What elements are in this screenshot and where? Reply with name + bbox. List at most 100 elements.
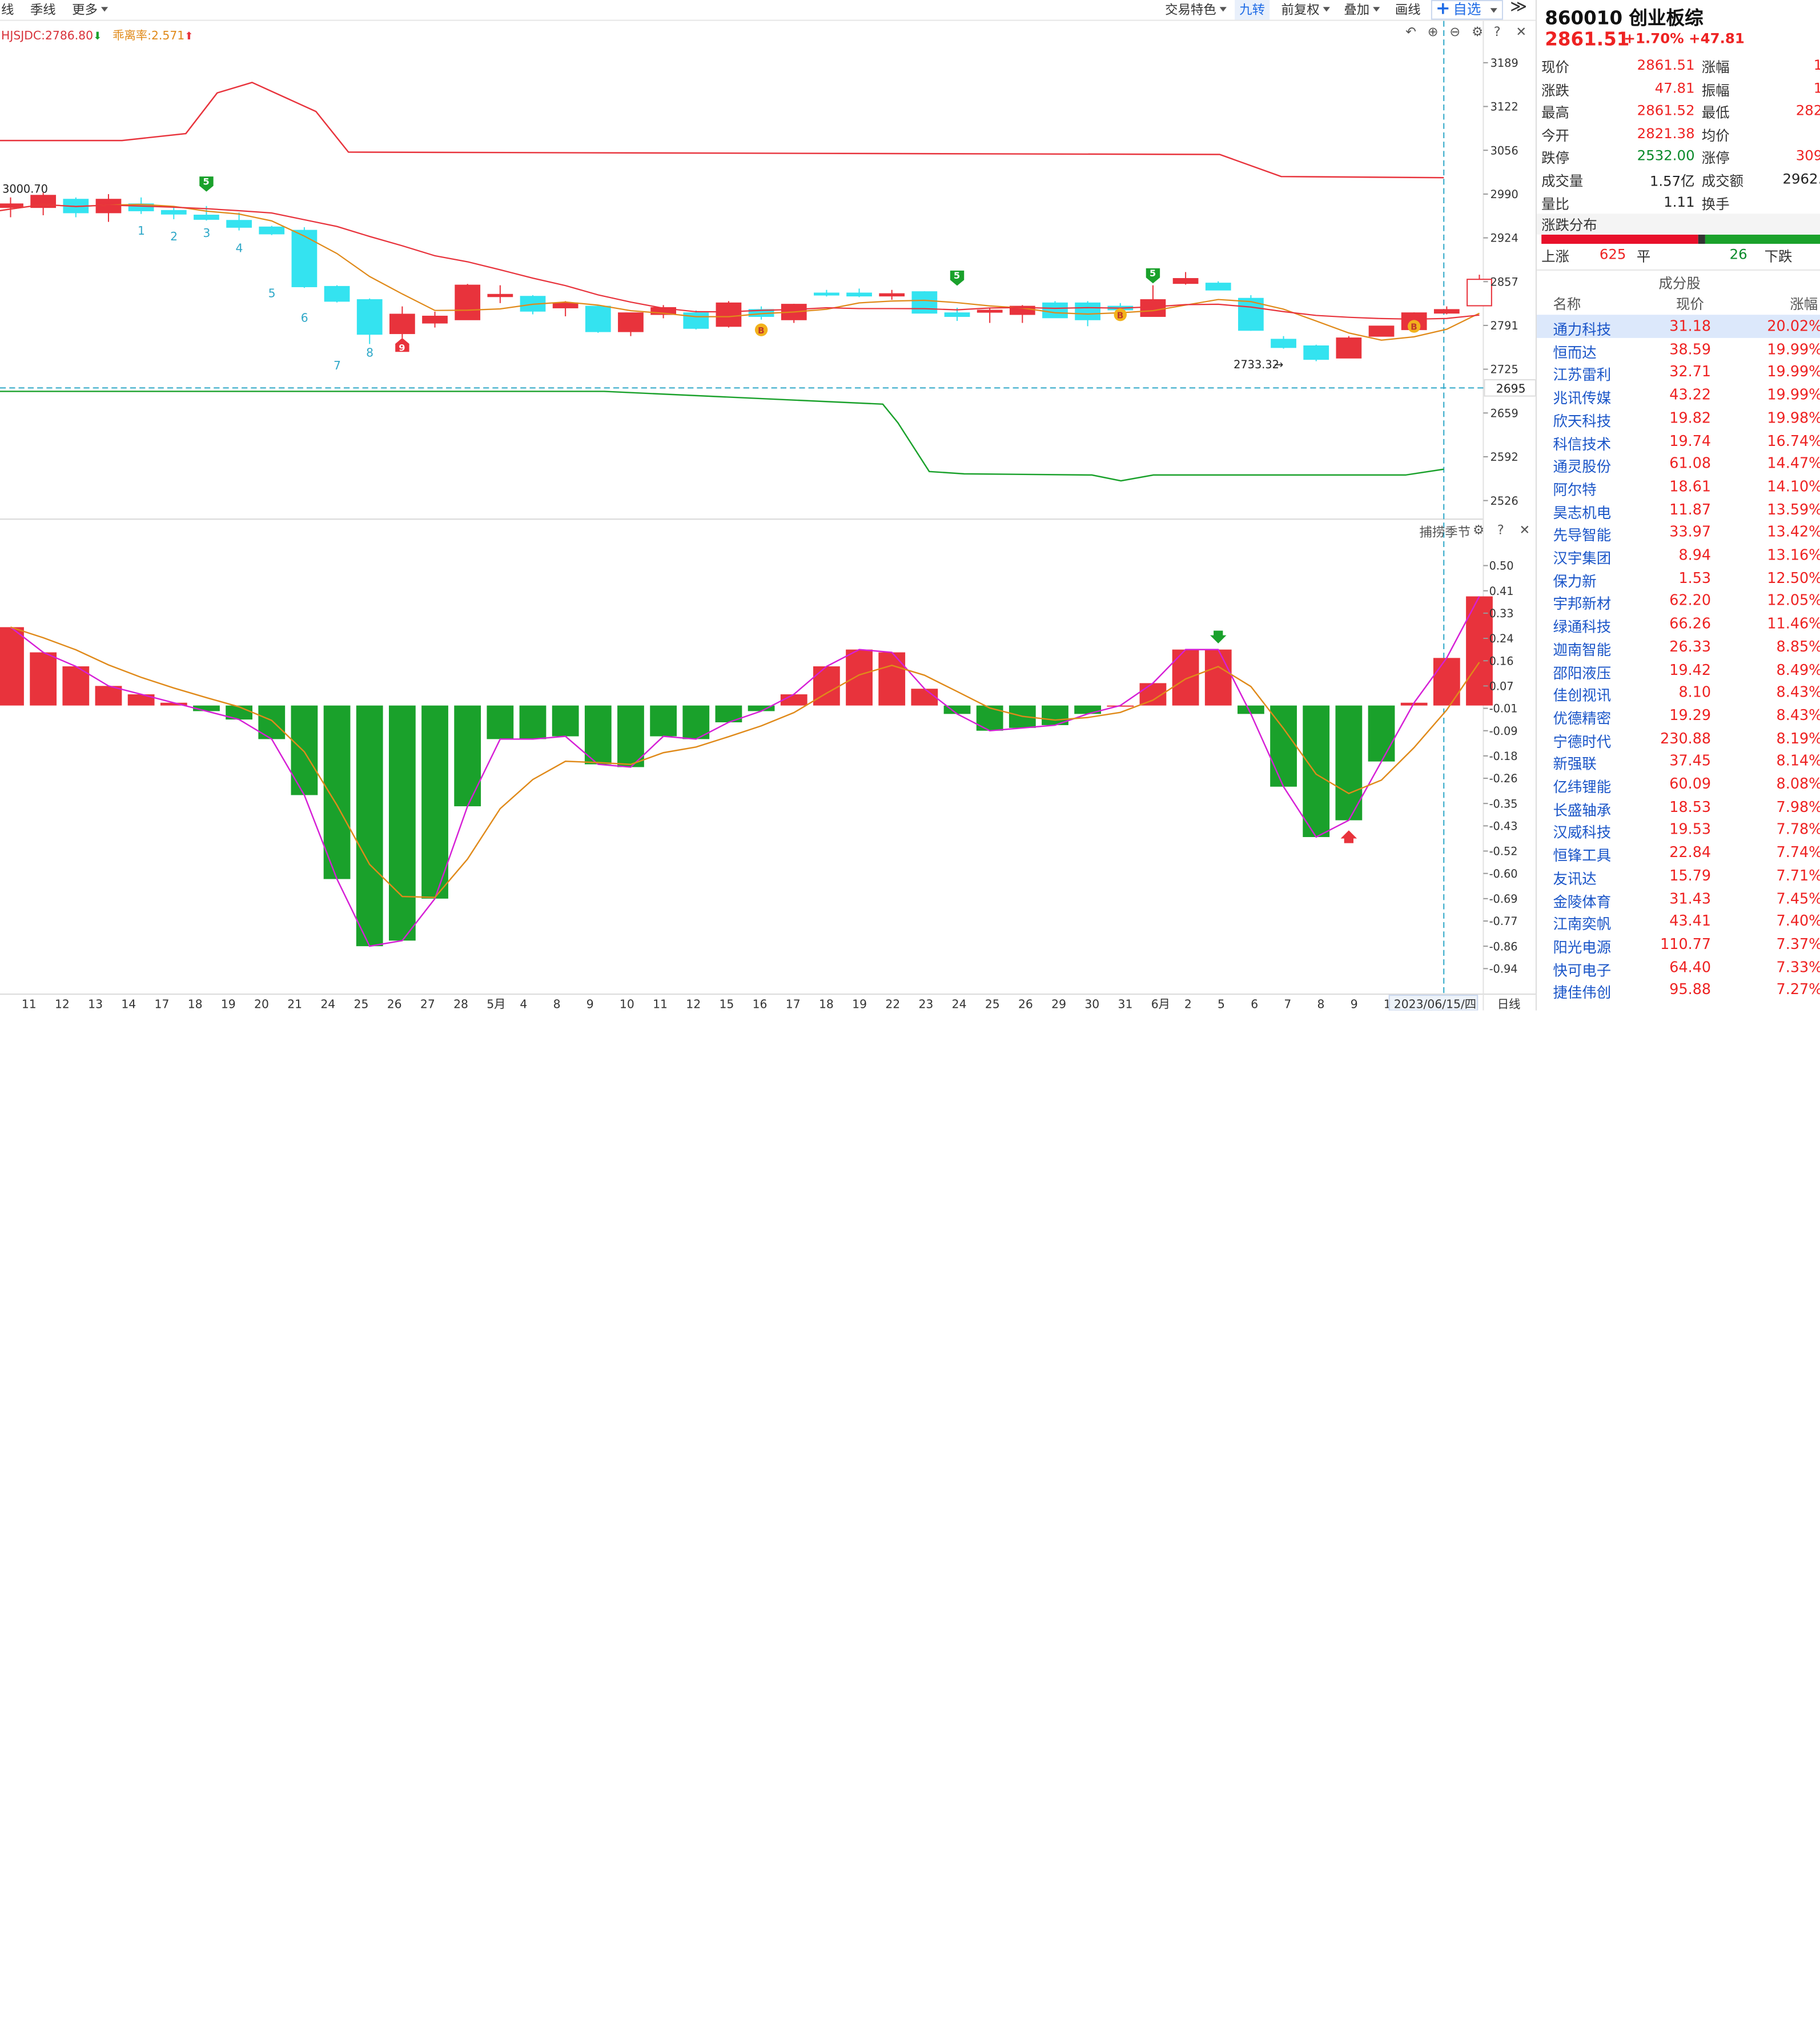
candle-body[interactable]	[1303, 345, 1329, 360]
close-icon[interactable]: ✕	[1516, 24, 1527, 40]
stock-name[interactable]: 绿通科技	[1553, 618, 1612, 636]
stock-row[interactable]: 保力新 1.53 12.50%	[1537, 566, 1820, 590]
candle-body[interactable]	[160, 210, 187, 215]
osc-bar[interactable]	[878, 652, 906, 706]
stock-row[interactable]: 捷佳伟创 95.88 7.27%	[1537, 978, 1820, 1002]
stock-row[interactable]: 绿通科技 66.26 11.46%	[1537, 612, 1820, 636]
add-watchlist-button[interactable]: + 自选	[1431, 0, 1503, 20]
candle-body[interactable]	[324, 285, 350, 302]
candle-body[interactable]	[455, 284, 481, 320]
gear-icon[interactable]: ⚙	[1473, 522, 1485, 538]
stock-row[interactable]: 先导智能 33.97 13.42%	[1537, 521, 1820, 544]
osc-bar[interactable]	[1238, 705, 1264, 714]
stock-row[interactable]: 邵阳液压 19.42 8.49%	[1537, 658, 1820, 681]
stock-name[interactable]: 金陵体育	[1553, 892, 1612, 910]
candle-body[interactable]	[259, 226, 285, 235]
candle-body[interactable]	[552, 302, 578, 308]
candle-body[interactable]	[1271, 339, 1296, 348]
stock-row[interactable]: 通力科技 31.18 20.02%	[1536, 315, 1820, 338]
stock-name[interactable]: 宇邦新材	[1553, 595, 1612, 613]
draw-line-button[interactable]: 画线	[1395, 2, 1421, 18]
adjust-menu[interactable]: 前复权	[1281, 0, 1330, 20]
stock-row[interactable]: 江苏雷利 32.71 19.99%	[1537, 360, 1820, 384]
stock-row[interactable]: 宁德时代 230.88 8.19%	[1537, 726, 1820, 750]
osc-bar[interactable]	[454, 705, 481, 807]
osc-bar[interactable]	[1270, 705, 1297, 787]
osc-bar[interactable]	[584, 705, 612, 765]
osc-bar[interactable]	[846, 649, 873, 706]
stock-name[interactable]: 邵阳液压	[1553, 663, 1612, 681]
osc-bar[interactable]	[1074, 705, 1102, 714]
osc-bar[interactable]	[487, 705, 514, 739]
help-icon[interactable]: ?	[1497, 522, 1504, 538]
osc-bar[interactable]	[519, 705, 547, 739]
help-icon[interactable]: ?	[1493, 24, 1501, 40]
candle-body[interactable]	[585, 305, 611, 332]
candle-body[interactable]	[716, 302, 742, 327]
stock-row[interactable]: 快可电子 64.40 7.33%	[1537, 955, 1820, 979]
stock-name[interactable]: 先导智能	[1553, 526, 1612, 544]
stock-name[interactable]: 宁德时代	[1553, 732, 1612, 750]
stock-row[interactable]: 亿纬锂能 60.09 8.08%	[1537, 773, 1820, 796]
candle-body[interactable]	[1042, 302, 1068, 319]
osc-bar[interactable]	[1368, 705, 1395, 762]
osc-bar[interactable]	[0, 627, 24, 706]
candle-body[interactable]	[291, 230, 318, 287]
stock-row[interactable]: 通灵股份 61.08 14.47%	[1537, 452, 1820, 476]
candle-body[interactable]	[618, 312, 644, 332]
stock-row[interactable]: 优德精密 19.29 8.43%	[1537, 703, 1820, 727]
osc-bar[interactable]	[421, 705, 448, 899]
osc-bar[interactable]	[1433, 658, 1460, 706]
stock-name[interactable]: 兆讯传媒	[1553, 389, 1612, 407]
stock-name[interactable]: 佳创视讯	[1553, 686, 1612, 704]
osc-bar[interactable]	[911, 689, 938, 706]
candle-body[interactable]	[487, 293, 513, 297]
stock-row[interactable]: 江南奕帆 43.41 7.40%	[1537, 910, 1820, 933]
stock-row[interactable]: 汉威科技 19.53 7.78%	[1537, 818, 1820, 842]
stock-row[interactable]: 友讯达 15.79 7.71%	[1537, 864, 1820, 887]
zoom-in-icon[interactable]: ⊕	[1427, 24, 1439, 40]
header-change[interactable]: 涨幅	[1790, 296, 1818, 313]
stock-name[interactable]: 通灵股份	[1553, 457, 1612, 476]
osc-bar[interactable]	[943, 705, 971, 714]
tab-quarter-line[interactable]: 季线	[30, 2, 56, 18]
stock-name[interactable]: 恒锋工具	[1553, 846, 1612, 864]
osc-bar[interactable]	[95, 686, 122, 706]
header-price[interactable]: 现价	[1676, 296, 1704, 313]
stock-row[interactable]: 兆讯传媒 43.22 19.99%	[1537, 383, 1820, 407]
stock-name[interactable]: 阳光电源	[1553, 938, 1612, 956]
stock-name[interactable]: 欣天科技	[1553, 412, 1612, 430]
osc-bar[interactable]	[976, 705, 1003, 731]
candle-body[interactable]	[879, 293, 905, 297]
stock-row[interactable]: 阳光电源 110.77 7.37%	[1537, 932, 1820, 956]
stock-row[interactable]: 欣天科技 19.82 19.98%	[1537, 406, 1820, 430]
osc-bar[interactable]	[127, 694, 155, 706]
stock-name[interactable]: 快可电子	[1553, 961, 1612, 979]
candle-body[interactable]	[194, 214, 219, 220]
gear-icon[interactable]: ⚙	[1472, 24, 1484, 40]
stock-name[interactable]: 优德精密	[1553, 709, 1612, 727]
more-menu[interactable]: 更多	[72, 0, 109, 20]
header-name[interactable]: 名称	[1553, 296, 1581, 313]
stock-name[interactable]: 亿纬锂能	[1553, 778, 1612, 796]
nine-turn-button[interactable]: 九转	[1235, 0, 1270, 20]
stock-row[interactable]: 佳创视讯 8.10 8.43%	[1537, 681, 1820, 704]
osc-bar[interactable]	[62, 666, 90, 706]
stock-row[interactable]: 迦南智能 26.33 8.85%	[1537, 635, 1820, 658]
osc-bar[interactable]	[650, 705, 677, 737]
osc-bar[interactable]	[1204, 649, 1232, 706]
osc-bar[interactable]	[356, 705, 383, 947]
candle-body[interactable]	[944, 312, 970, 317]
stock-row[interactable]: 恒而达 38.59 19.99%	[1537, 337, 1820, 361]
trade-feature-menu[interactable]: 交易特色	[1165, 0, 1227, 20]
close-icon[interactable]: ✕	[1519, 522, 1530, 538]
zoom-out-icon[interactable]: ⊖	[1449, 24, 1461, 40]
stock-row[interactable]: 宇邦新材 62.20 12.05%	[1537, 589, 1820, 613]
osc-bar[interactable]	[682, 705, 710, 739]
candle-body[interactable]	[1075, 302, 1101, 320]
candle-body[interactable]	[389, 313, 415, 335]
stock-row[interactable]: 长盛轴承 18.53 7.98%	[1537, 795, 1820, 819]
stock-row[interactable]: 阿尔特 18.61 14.10%	[1537, 475, 1820, 498]
stock-name[interactable]: 汉宇集团	[1553, 549, 1612, 567]
